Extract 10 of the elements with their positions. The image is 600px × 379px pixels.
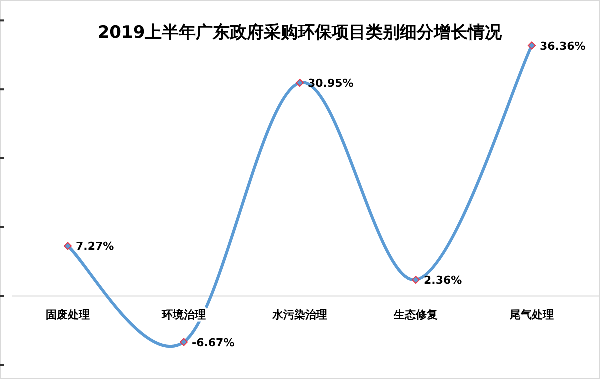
- data-label: 7.27%: [76, 240, 114, 254]
- x-tick-label: 水污染治理: [272, 308, 328, 322]
- data-label: 36.36%: [540, 40, 586, 53]
- text: 2019上半年广东政府采购环保项目类别细分增长情况: [98, 23, 504, 43]
- x-tick-label: 尾气处理: [509, 308, 554, 322]
- x-tick-label: 固废处理: [46, 308, 90, 322]
- x-tick-label: 生态修复: [393, 308, 438, 322]
- data-label: 30.95%: [308, 77, 354, 90]
- data-label: -6.67%: [192, 336, 235, 350]
- data-label: 2.36%: [424, 274, 462, 288]
